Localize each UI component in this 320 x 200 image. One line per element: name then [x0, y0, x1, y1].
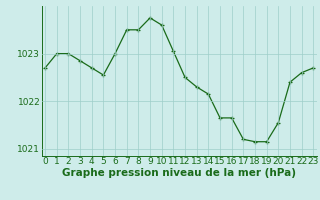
X-axis label: Graphe pression niveau de la mer (hPa): Graphe pression niveau de la mer (hPa)	[62, 168, 296, 178]
